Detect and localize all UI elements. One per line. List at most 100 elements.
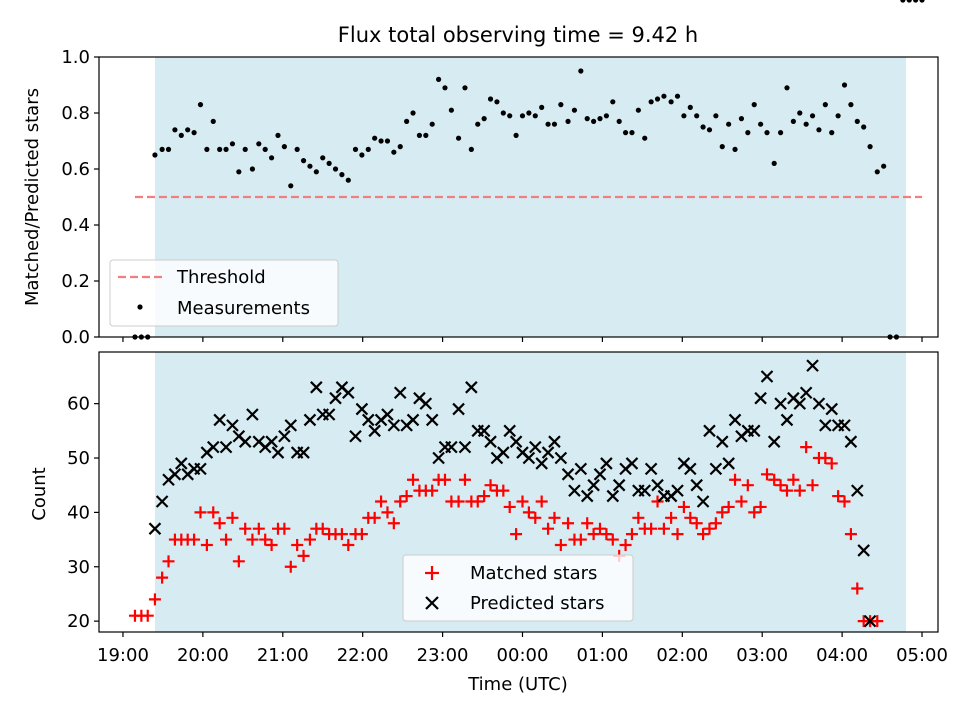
measurement-point <box>475 121 481 127</box>
matched-star-point <box>458 473 471 486</box>
measurement-point <box>494 99 500 105</box>
measurement-point <box>584 116 590 122</box>
measurement-point <box>654 96 661 102</box>
measurements-legend-swatch <box>137 304 143 310</box>
predicted-star-point <box>284 419 298 432</box>
predicted-star-point <box>754 391 767 405</box>
x-tick-label: 03:00 <box>736 645 788 666</box>
matched-star-point <box>510 528 523 541</box>
measurement-point <box>185 127 191 133</box>
measurement-point <box>648 99 654 105</box>
matched-star-point <box>587 528 600 541</box>
matched-stars-points <box>129 441 884 628</box>
measurement-point <box>591 118 597 124</box>
predicted-star-point <box>322 408 336 421</box>
matched-star-point <box>793 484 806 497</box>
predicted-star-point <box>638 484 652 497</box>
measurement-point <box>288 183 294 189</box>
predicted-star-point <box>715 435 729 448</box>
matched-star-point <box>844 528 857 541</box>
measurement-point <box>539 104 545 110</box>
measurement-point <box>526 110 532 116</box>
count-panel: 20 30 40 50 60 19:00 20:00 21:00 22:00 23:00 00:0… <box>29 352 948 695</box>
predicted-star-point <box>206 440 220 454</box>
predicted-star-point <box>722 457 735 470</box>
measurement-point <box>339 172 345 178</box>
x-tick-label: 21:00 <box>257 645 309 666</box>
predicted-star-point <box>155 495 169 508</box>
predicted-star-point <box>219 440 233 454</box>
x-tick-label: 01:00 <box>576 645 628 666</box>
measurement-point <box>848 102 854 108</box>
predicted-star-point <box>812 397 826 410</box>
measurement-point <box>597 116 603 122</box>
matched-star-point <box>722 500 735 513</box>
x-axis-ticks: 19:00 20:00 21:00 22:00 23:00 00:00 01:00 02:00… <box>97 632 948 666</box>
measurement-point <box>462 85 468 91</box>
measurement-point <box>359 152 365 158</box>
matched-star-point <box>548 511 561 524</box>
measurement-point <box>487 96 494 102</box>
matched-star-point <box>232 555 245 568</box>
legend-threshold-label: Threshold <box>176 267 266 288</box>
predicted-star-point <box>303 413 317 427</box>
matched-star-point <box>832 490 845 503</box>
predicted-legend-swatch <box>425 596 439 610</box>
predicted-star-point <box>548 435 561 448</box>
y-tick-label: 0.2 <box>61 271 90 292</box>
legend-matched-label: Matched stars <box>470 563 597 584</box>
measurement-point <box>404 118 410 124</box>
predicted-star-point <box>509 435 523 448</box>
predicted-star-point <box>844 435 858 448</box>
predicted-star-point <box>271 446 285 459</box>
measurement-point <box>236 169 242 175</box>
matched-star-point <box>684 511 697 524</box>
matched-legend-swatch <box>425 566 439 580</box>
y-tick-label: 50 <box>67 448 90 469</box>
measurement-point <box>906 0 912 3</box>
predicted-star-point <box>265 435 278 448</box>
chart-title: Flux total observing time = 9.42 h <box>338 23 698 47</box>
measurement-point <box>661 93 667 99</box>
matched-star-point <box>529 511 542 524</box>
matched-star-point <box>407 473 420 486</box>
predicted-star-point <box>419 397 433 410</box>
matched-star-point <box>671 528 684 541</box>
matched-star-point <box>522 506 535 519</box>
matched-star-point <box>265 539 278 552</box>
predicted-star-point <box>728 413 742 427</box>
matched-star-point <box>188 533 201 546</box>
matched-star-point <box>600 528 613 541</box>
measurement-point <box>867 144 873 150</box>
matched-star-point <box>632 511 645 524</box>
matched-star-point <box>871 615 884 628</box>
predicted-star-point <box>406 413 420 427</box>
matched-star-point <box>851 582 864 595</box>
measurement-point <box>694 113 700 119</box>
matched-star-point <box>806 479 819 492</box>
matched-star-point <box>741 479 754 492</box>
measurement-point <box>726 121 732 127</box>
measurement-point <box>861 124 867 130</box>
legend-predicted-label: Predicted stars <box>470 593 604 614</box>
matched-star-point <box>562 517 575 530</box>
measurement-point <box>706 127 713 133</box>
x-axis-ticks <box>122 337 923 342</box>
measurement-point <box>435 76 442 82</box>
matched-star-point <box>703 522 716 535</box>
measurement-point <box>423 132 429 138</box>
measurement-point <box>751 102 757 108</box>
matched-star-point <box>709 517 722 530</box>
matched-star-point <box>690 517 703 530</box>
predicted-star-point <box>709 462 723 476</box>
measurement-point <box>372 135 378 141</box>
matched-star-point <box>162 555 175 568</box>
matched-star-point <box>665 511 678 524</box>
matched-star-point <box>239 522 252 535</box>
y-tick-label: 40 <box>67 502 90 523</box>
measurement-point <box>345 177 351 183</box>
matched-star-point <box>375 495 388 508</box>
matched-star-point <box>226 511 239 524</box>
matched-star-point <box>259 533 272 546</box>
x-tick-label: 19:00 <box>97 645 149 666</box>
